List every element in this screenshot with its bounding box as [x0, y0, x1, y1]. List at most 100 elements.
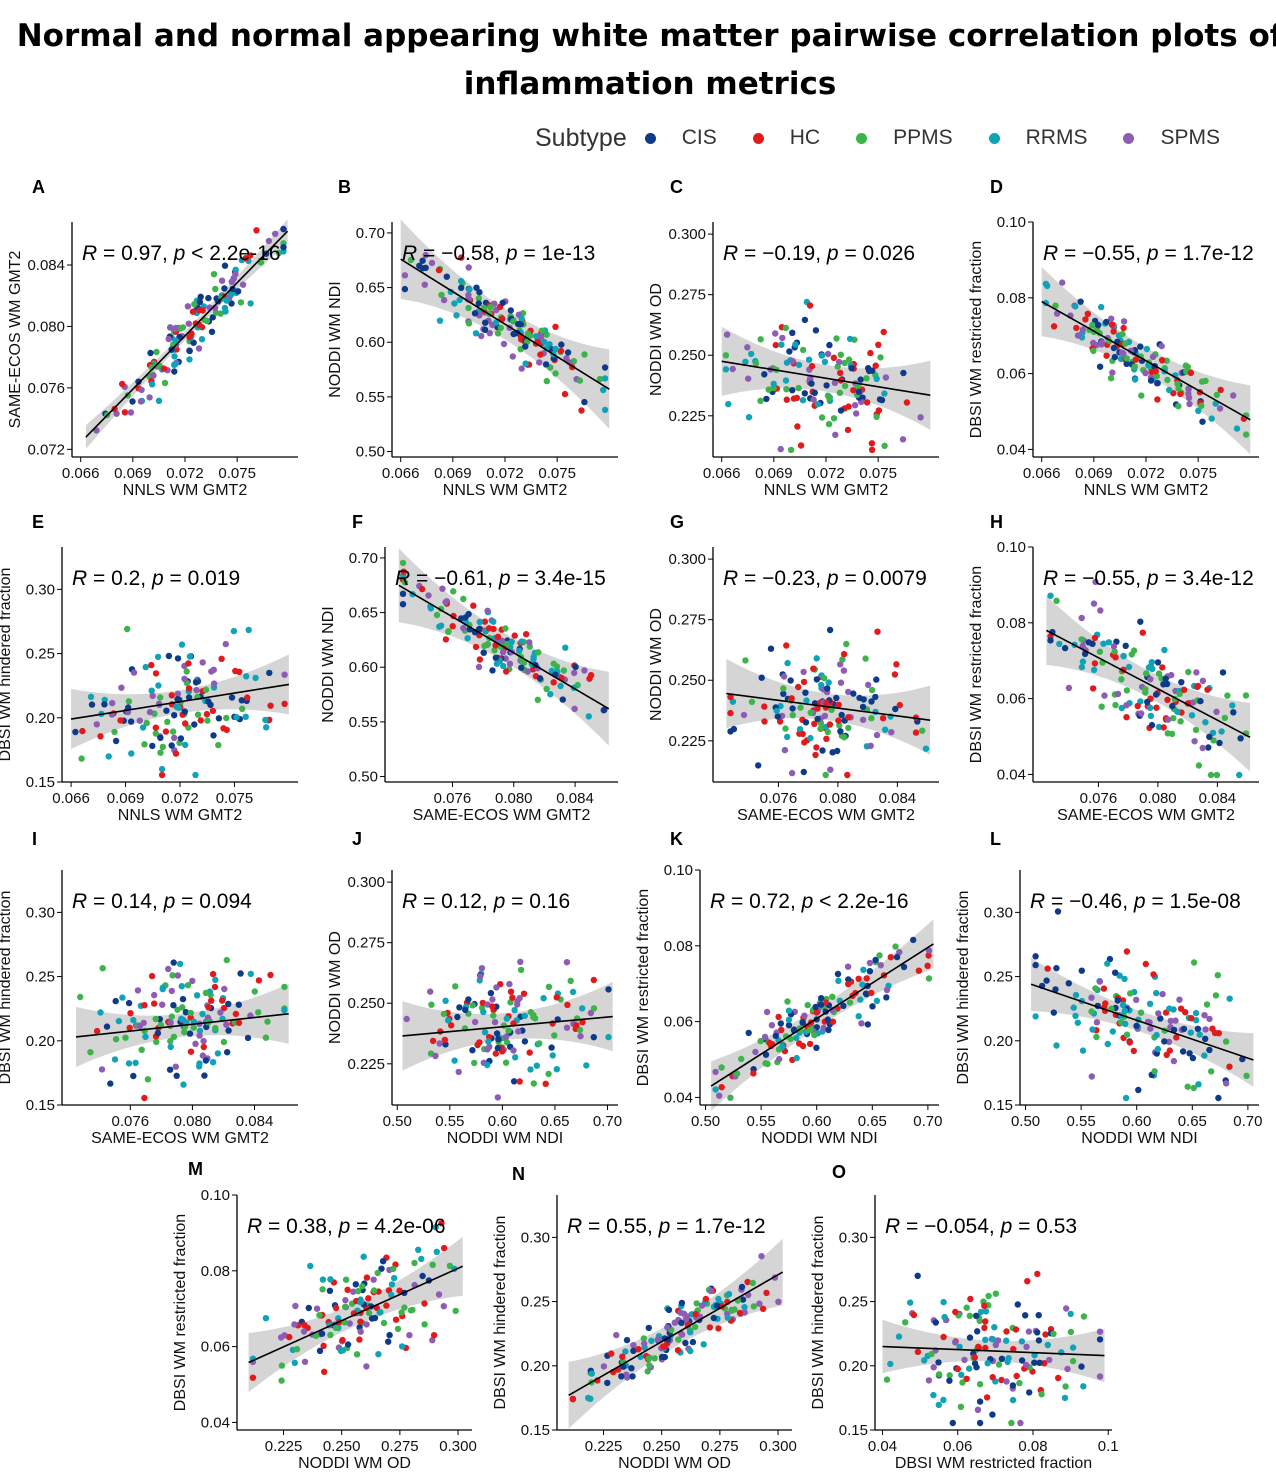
- panel-l: L0.50 0.55 0.60 0.65 0.700.150.200.250.30NOD…: [955, 829, 1262, 1147]
- data-point: [456, 296, 463, 304]
- panel-g: G0.076 0.080 0.0840.2250.2500.2750.300SAME…: [648, 512, 939, 824]
- legend-dot-rrms: [988, 132, 1000, 144]
- data-point: [810, 665, 817, 672]
- x-tick-label: 0.075: [538, 465, 576, 482]
- data-point: [1050, 323, 1058, 330]
- data-point: [363, 1274, 371, 1281]
- y-tick-label: 0.084: [27, 257, 65, 274]
- data-point: [1163, 1051, 1170, 1059]
- data-point: [511, 1006, 518, 1014]
- data-point: [1212, 992, 1220, 999]
- y-tick-label: 0.08: [997, 615, 1026, 632]
- data-point: [385, 1338, 392, 1345]
- data-point: [518, 638, 525, 645]
- data-point: [205, 294, 212, 302]
- data-point: [1188, 1015, 1195, 1022]
- data-point: [210, 732, 217, 739]
- data-point: [1229, 702, 1236, 709]
- y-tick-label: 0.10: [997, 214, 1026, 231]
- data-point: [841, 359, 848, 367]
- data-point: [799, 397, 807, 404]
- data-point: [509, 994, 516, 1001]
- data-point: [812, 751, 819, 759]
- y-tick-label: 0.076: [27, 380, 65, 397]
- data-point: [1155, 723, 1163, 731]
- data-point: [462, 1006, 469, 1014]
- data-point: [975, 1343, 982, 1351]
- data-point: [481, 326, 489, 333]
- data-point: [678, 1299, 686, 1307]
- data-point: [521, 1038, 529, 1045]
- data-point: [169, 728, 177, 735]
- data-point: [820, 674, 828, 682]
- data-point: [1038, 1391, 1045, 1398]
- data-point: [1035, 1337, 1043, 1344]
- data-point: [196, 1032, 203, 1039]
- data-point: [1196, 1031, 1203, 1038]
- data-point: [127, 718, 135, 725]
- data-point: [157, 734, 164, 741]
- y-axis-label: DBSI WM hindered fraction: [810, 1216, 827, 1410]
- data-point: [1178, 679, 1185, 686]
- data-point: [125, 698, 133, 705]
- data-point: [1080, 1383, 1087, 1390]
- x-tick-label: 0.072: [486, 465, 524, 482]
- data-point: [225, 1000, 232, 1008]
- data-point: [518, 365, 525, 372]
- data-point: [1119, 997, 1127, 1004]
- data-point: [538, 327, 546, 334]
- data-point: [779, 1043, 786, 1050]
- data-point: [837, 407, 845, 414]
- data-point: [1202, 719, 1209, 726]
- data-point: [976, 1398, 984, 1405]
- data-point: [193, 992, 201, 999]
- data-point: [442, 598, 449, 606]
- data-point: [267, 971, 274, 979]
- data-point: [221, 262, 229, 269]
- data-point: [474, 1041, 481, 1049]
- data-point: [805, 356, 813, 363]
- data-point: [196, 298, 204, 306]
- data-point: [500, 662, 507, 670]
- data-point: [223, 297, 230, 304]
- x-tick-label: 0.50: [1011, 1113, 1040, 1130]
- data-point: [112, 1036, 120, 1043]
- data-point: [455, 1068, 462, 1076]
- data-point: [583, 1062, 590, 1069]
- data-point: [196, 307, 203, 314]
- data-point: [1134, 702, 1141, 710]
- data-point: [817, 1001, 825, 1008]
- data-point: [785, 1021, 793, 1029]
- data-point: [149, 381, 156, 388]
- data-point: [485, 1038, 492, 1045]
- data-point: [158, 765, 166, 773]
- data-point: [215, 715, 223, 722]
- data-point: [265, 237, 273, 245]
- data-point: [1072, 303, 1079, 310]
- data-point: [812, 327, 820, 334]
- data-point: [252, 674, 259, 682]
- data-point: [229, 285, 236, 293]
- data-point: [989, 1336, 997, 1343]
- data-point: [172, 360, 179, 367]
- data-point: [845, 403, 852, 410]
- data-point: [806, 1026, 814, 1034]
- data-point: [793, 1054, 800, 1062]
- data-point: [813, 744, 820, 751]
- data-point: [502, 625, 509, 632]
- data-point: [154, 653, 162, 661]
- data-point: [824, 728, 831, 736]
- data-point: [850, 690, 857, 697]
- data-point: [507, 307, 514, 314]
- data-point: [922, 745, 930, 752]
- x-tick-label: 0.225: [585, 1438, 623, 1455]
- data-point: [476, 289, 483, 296]
- data-point: [587, 672, 595, 679]
- data-point: [432, 1052, 439, 1060]
- data-point: [1190, 959, 1198, 966]
- data-point: [242, 255, 249, 262]
- data-point: [456, 1004, 463, 1011]
- data-point: [527, 1066, 534, 1073]
- data-point: [961, 1356, 968, 1364]
- data-point: [524, 330, 532, 337]
